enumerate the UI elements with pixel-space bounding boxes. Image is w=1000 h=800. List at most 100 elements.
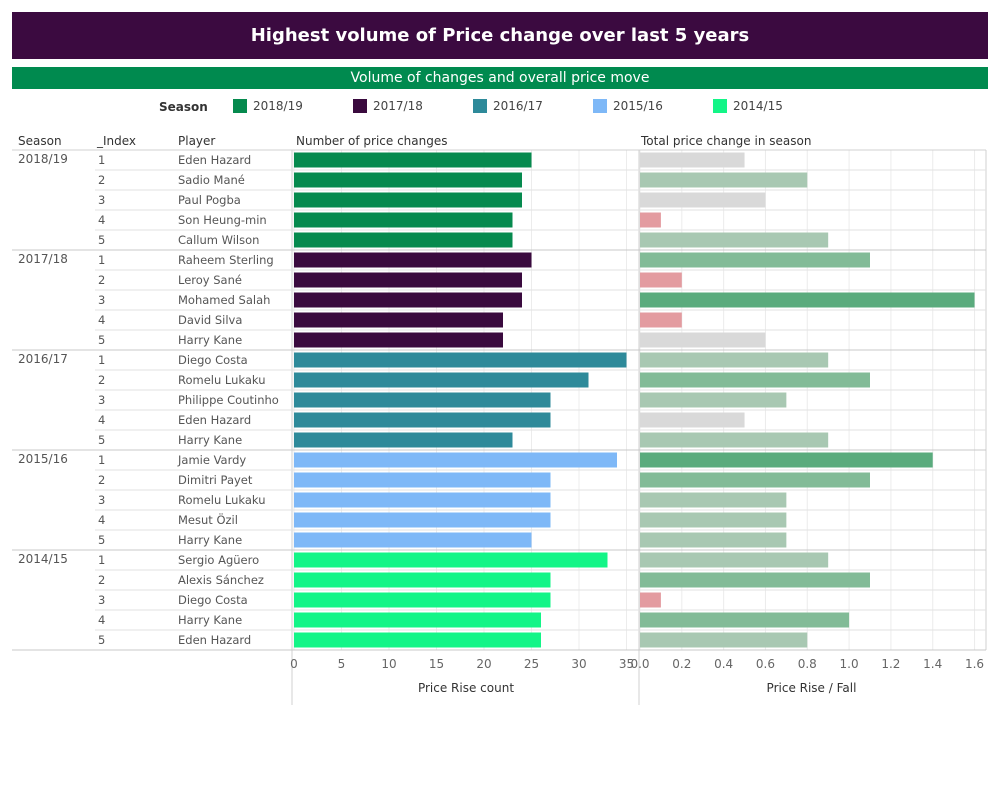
row-index: 4: [98, 513, 105, 527]
row-index: 3: [98, 493, 105, 507]
row-index: 3: [98, 293, 105, 307]
rows-layer: 2018/19 1 Eden Hazard 2 Sadio Mané 3 Paul Pogb…: [18, 152, 279, 647]
count-bar[interactable]: [294, 172, 522, 188]
legend-label: 2018/19: [253, 99, 303, 113]
row-index: 5: [98, 333, 105, 347]
player-name: Romelu Lukaku: [178, 493, 266, 507]
row-index: 5: [98, 633, 105, 647]
total-bar[interactable]: [640, 532, 787, 548]
legend-item-2018-19[interactable]: 2018/19: [233, 99, 303, 113]
total-bar[interactable]: [640, 192, 766, 208]
count-bar[interactable]: [294, 192, 522, 208]
legend-item-2016-17[interactable]: 2016/17: [473, 99, 543, 113]
total-bar[interactable]: [640, 372, 870, 388]
total-bar[interactable]: [640, 512, 787, 528]
legend-label: 2016/17: [493, 99, 543, 113]
total-bar[interactable]: [640, 472, 870, 488]
total-tick-label: 0.8: [798, 657, 817, 671]
count-bar[interactable]: [294, 272, 522, 288]
count-bar[interactable]: [294, 472, 551, 488]
row-index: 2: [98, 573, 105, 587]
legend-label: 2014/15: [733, 99, 783, 113]
count-bar[interactable]: [294, 152, 532, 168]
row-index: 1: [98, 353, 105, 367]
count-bar[interactable]: [294, 392, 551, 408]
total-bar[interactable]: [640, 412, 745, 428]
total-bar[interactable]: [640, 452, 933, 468]
total-bar[interactable]: [640, 172, 808, 188]
count-bar[interactable]: [294, 412, 551, 428]
dashboard-title: Highest volume of Price change over last…: [12, 12, 988, 59]
count-bar[interactable]: [294, 452, 617, 468]
legend-item-2014-15[interactable]: 2014/15: [713, 99, 783, 113]
count-tick-label: 35: [619, 657, 634, 671]
row-index: 1: [98, 553, 105, 567]
total-bar[interactable]: [640, 292, 975, 308]
count-bar[interactable]: [294, 212, 513, 228]
season-label: 2015/16: [18, 452, 68, 466]
player-name: Romelu Lukaku: [178, 373, 266, 387]
player-name: Harry Kane: [178, 333, 242, 347]
legend-swatch: [593, 99, 607, 113]
count-bar[interactable]: [294, 232, 513, 248]
row-index: 1: [98, 453, 105, 467]
total-bar[interactable]: [640, 312, 682, 328]
total-bar[interactable]: [640, 612, 850, 628]
player-name: Diego Costa: [178, 593, 248, 607]
col-header-total: Total price change in season: [640, 134, 811, 148]
total-bar[interactable]: [640, 592, 661, 608]
legend-label: 2015/16: [613, 99, 663, 113]
player-name: Sadio Mané: [178, 173, 245, 187]
total-bar[interactable]: [640, 212, 661, 228]
total-bar[interactable]: [640, 352, 829, 368]
player-name: Mohamed Salah: [178, 293, 270, 307]
total-bar[interactable]: [640, 392, 787, 408]
count-bar[interactable]: [294, 572, 551, 588]
count-bar[interactable]: [294, 612, 541, 628]
count-bar[interactable]: [294, 592, 551, 608]
count-bar[interactable]: [294, 492, 551, 508]
count-bar[interactable]: [294, 532, 532, 548]
legend-item-2015-16[interactable]: 2015/16: [593, 99, 663, 113]
row-index: 4: [98, 313, 105, 327]
season-label: 2016/17: [18, 352, 68, 366]
count-bar[interactable]: [294, 372, 589, 388]
dashboard-subtitle-text: Volume of changes and overall price move: [350, 70, 650, 86]
count-bar[interactable]: [294, 552, 608, 568]
total-tick-label: 0.2: [672, 657, 691, 671]
total-bar[interactable]: [640, 572, 870, 588]
total-bar[interactable]: [640, 552, 829, 568]
count-bar[interactable]: [294, 632, 541, 648]
player-name: Dimitri Payet: [178, 473, 253, 487]
player-name: Eden Hazard: [178, 633, 251, 647]
row-index: 4: [98, 413, 105, 427]
total-bar[interactable]: [640, 232, 829, 248]
legend-swatch: [713, 99, 727, 113]
total-tick-label: 1.4: [923, 657, 942, 671]
count-bar[interactable]: [294, 352, 627, 368]
total-bar[interactable]: [640, 272, 682, 288]
count-bar[interactable]: [294, 432, 513, 448]
player-name: David Silva: [178, 313, 242, 327]
count-bar[interactable]: [294, 332, 503, 348]
count-bar[interactable]: [294, 292, 522, 308]
player-name: Paul Pogba: [178, 193, 241, 207]
total-bar[interactable]: [640, 492, 787, 508]
legend-item-2017-18[interactable]: 2017/18: [353, 99, 423, 113]
count-tick-label: 25: [524, 657, 539, 671]
total-bar[interactable]: [640, 432, 829, 448]
total-bar[interactable]: [640, 632, 808, 648]
count-bar[interactable]: [294, 252, 532, 268]
count-bar[interactable]: [294, 312, 503, 328]
count-tick-label: 30: [571, 657, 586, 671]
season-legend: Season 2018/19 2017/18 2016/17 2015/16 2…: [0, 99, 1000, 117]
total-bar[interactable]: [640, 152, 745, 168]
axes-layer: 0 5 10 15 20 25 30 350.0 0.2 0.4 0.6 0.8 1.0 1.2 1.4 1.…: [290, 657, 984, 695]
row-index: 2: [98, 273, 105, 287]
row-index: 5: [98, 433, 105, 447]
count-bar[interactable]: [294, 512, 551, 528]
total-bar[interactable]: [640, 252, 870, 268]
count-tick-label: 20: [476, 657, 491, 671]
total-bar[interactable]: [640, 332, 766, 348]
